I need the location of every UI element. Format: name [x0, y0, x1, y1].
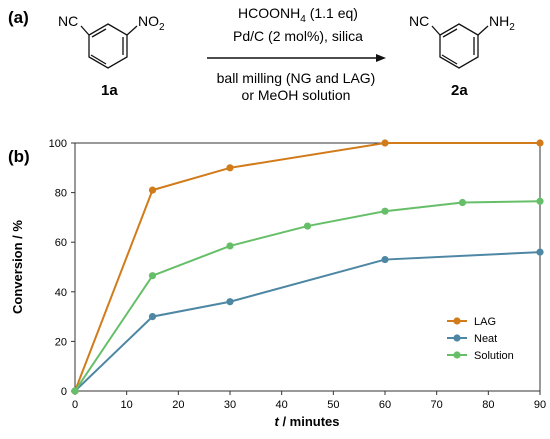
reactant-bond-cn [80, 25, 90, 36]
series-neat [71, 248, 544, 395]
legend-label: Solution [474, 350, 514, 362]
data-point-neat [381, 255, 389, 264]
product-double-bond [442, 28, 458, 38]
reactant-structure [80, 23, 138, 69]
x-axis-label: t / minutes [274, 414, 339, 429]
product-nh2-label: NH2 [489, 13, 515, 33]
reactant-no2-label: NO2 [138, 13, 165, 33]
x-tick-label: 10 [121, 399, 133, 411]
product-double-bond [441, 54, 458, 65]
y-tick-label: 100 [49, 138, 67, 150]
data-point-neat [226, 298, 234, 306]
series-line-neat [74, 251, 541, 392]
data-point-solution [381, 207, 389, 215]
y-axis: 0 20 40 60 80 100 [49, 138, 75, 398]
y-tick-label: 0 [61, 386, 67, 398]
product-benzene-ring [439, 23, 479, 69]
reactant-double-bond [90, 54, 107, 65]
reagent-line-1-main: HCOONH [238, 5, 300, 21]
series-layer [71, 139, 544, 395]
x-tick-label: 90 [534, 399, 546, 411]
product-compound-label: 2a [451, 82, 468, 99]
x-tick-label: 30 [224, 399, 236, 411]
legend-swatch-marker [453, 351, 461, 359]
data-point-solution [536, 197, 544, 205]
reagent-line-2: Pd/C (2 mol%), silica [233, 28, 363, 44]
reactant-no2-main: NO [138, 13, 159, 29]
product-nh2-sub: 2 [509, 22, 515, 33]
reagent-line-1-rest: (1.1 eq) [306, 5, 358, 21]
x-axis: 0 10 20 30 40 50 60 70 80 90 [72, 391, 546, 411]
x-axis-label-italic: t [274, 414, 279, 429]
y-tick-label: 80 [55, 188, 67, 200]
data-point-lag [148, 186, 157, 194]
legend-label: LAG [474, 316, 496, 328]
legend-swatch-marker [453, 334, 461, 342]
x-tick-label: 0 [72, 399, 78, 411]
series-solution [71, 197, 544, 395]
x-tick-label: 50 [327, 399, 339, 411]
x-tick-label: 70 [431, 399, 443, 411]
reagent-line-1-sub: 4 [300, 14, 306, 25]
y-tick-label: 20 [55, 336, 67, 348]
y-tick-label: 40 [55, 287, 67, 299]
data-point-solution [303, 222, 312, 230]
legend-item-lag: LAG [447, 316, 496, 328]
legend-swatch-marker [453, 317, 461, 325]
reactant-bond-no2 [126, 25, 138, 36]
legend: LAG Neat Solution [447, 316, 514, 362]
series-lag [71, 139, 544, 395]
x-tick-label: 20 [172, 399, 184, 411]
data-point-solution [458, 198, 467, 207]
data-point-lag [381, 139, 389, 147]
y-tick-label: 60 [55, 237, 67, 249]
data-point-neat [536, 248, 544, 256]
data-point-neat [148, 313, 157, 321]
legend-item-solution: Solution [447, 350, 514, 362]
product-structure [431, 23, 489, 69]
legend-item-neat: Neat [447, 333, 497, 345]
plot-frame [74, 142, 541, 392]
condition-line-1: ball milling (NG and LAG) [217, 70, 376, 86]
reactant-no2-sub: 2 [159, 22, 165, 33]
data-point-solution [226, 242, 234, 250]
data-point-lag [536, 139, 544, 147]
y-axis-label: Conversion / % [10, 220, 25, 314]
reagent-line-1: HCOONH4 (1.1 eq) [238, 5, 358, 25]
data-point-solution [71, 387, 79, 395]
x-tick-label: 60 [379, 399, 391, 411]
x-tick-label: 80 [482, 399, 494, 411]
product-bond-nh2 [477, 25, 489, 36]
x-axis-label-rest: / minutes [279, 414, 340, 429]
series-line-solution [74, 200, 541, 392]
reactant-double-bond [91, 28, 107, 38]
product-nh2-main: NH [489, 13, 509, 29]
reactant-benzene-ring [88, 23, 128, 69]
reactant-nc-label: NC [58, 13, 78, 29]
product-bond-cn [431, 25, 441, 36]
data-point-lag [226, 164, 234, 172]
panel-b-label: (b) [8, 147, 30, 166]
legend-label: Neat [474, 333, 497, 345]
conversion-chart: 0 20 40 60 80 100 0 10 20 30 40 50 60 70 80 90 LAG Neat… [10, 138, 546, 429]
condition-line-2: or MeOH solution [242, 87, 351, 103]
reaction-arrow [207, 54, 386, 62]
reactant-compound-label: 1a [101, 82, 118, 99]
data-point-solution [148, 272, 157, 280]
product-nc-label: NC [409, 13, 429, 29]
panel-a-label: (a) [8, 8, 29, 27]
series-line-lag [74, 142, 540, 392]
x-tick-label: 40 [276, 399, 288, 411]
